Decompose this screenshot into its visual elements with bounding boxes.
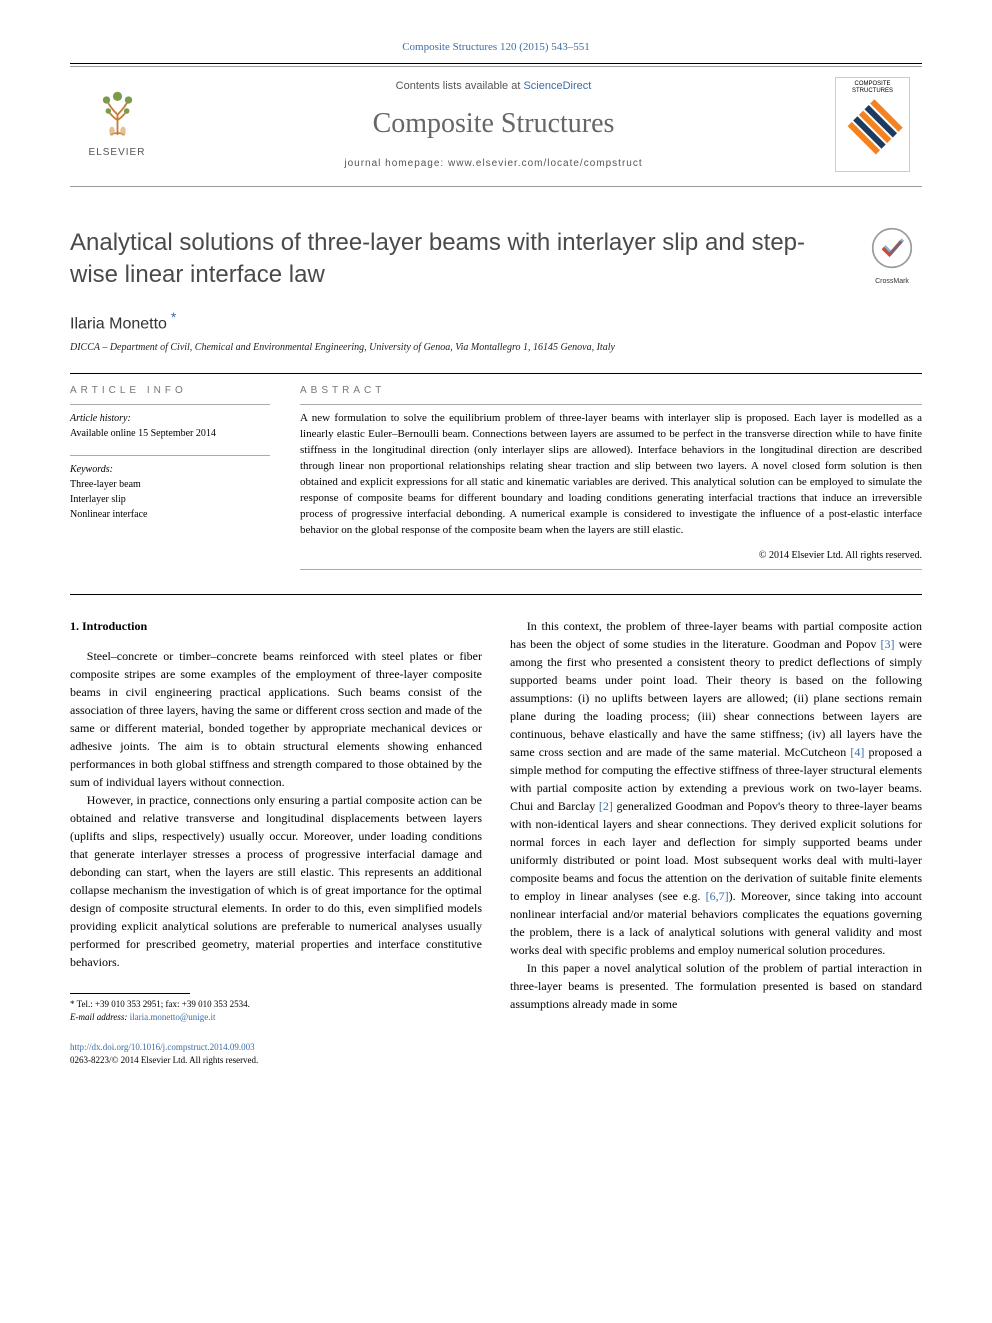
history-value: Available online 15 September 2014 <box>70 426 270 441</box>
elsevier-logo[interactable]: ELSEVIER <box>82 85 152 165</box>
cover-label: COMPOSITE STRUCTURES <box>839 81 906 94</box>
author-affiliation: DICCA – Department of Civil, Chemical an… <box>70 341 922 355</box>
elsevier-name: ELSEVIER <box>89 146 146 160</box>
ref-link[interactable]: [4] <box>850 745 864 759</box>
paragraph: In this paper a novel analytical solutio… <box>510 959 922 1013</box>
journal-cover[interactable]: COMPOSITE STRUCTURES <box>835 77 910 172</box>
author-name: Ilaria Monetto * <box>70 308 922 336</box>
email-label: E-mail address: <box>70 1012 127 1022</box>
cover-graphic-icon <box>843 99 903 159</box>
abstract-column: ABSTRACT A new formulation to solve the … <box>300 374 922 576</box>
homepage-url[interactable]: www.elsevier.com/locate/compstruct <box>448 158 643 169</box>
citation-link[interactable]: Composite Structures 120 (2015) 543–551 <box>402 41 590 53</box>
journal-header: ELSEVIER Contents lists available at Sci… <box>70 66 922 187</box>
paragraph: In this context, the problem of three-la… <box>510 617 922 959</box>
ref-link[interactable]: [2] <box>599 799 613 813</box>
history-label: Article history: <box>70 411 270 426</box>
top-rule <box>70 63 922 64</box>
article-title: Analytical solutions of three-layer beam… <box>70 227 842 289</box>
abstract-head: ABSTRACT <box>300 374 922 404</box>
author-email-link[interactable]: ilaria.monetto@unige.it <box>130 1012 216 1022</box>
contents-available: Contents lists available at ScienceDirec… <box>164 79 823 94</box>
citation-header: Composite Structures 120 (2015) 543–551 <box>70 40 922 55</box>
author-link[interactable]: Ilaria Monetto <box>70 315 167 332</box>
abstract-copyright: © 2014 Elsevier Ltd. All rights reserved… <box>300 549 922 563</box>
journal-title: Composite Structures <box>164 104 823 143</box>
crossmark-badge[interactable]: CrossMark <box>862 227 922 286</box>
column-right: In this context, the problem of three-la… <box>510 617 922 1066</box>
crossmark-icon <box>871 227 913 269</box>
doi-link[interactable]: http://dx.doi.org/10.1016/j.compstruct.2… <box>70 1042 255 1052</box>
sciencedirect-link[interactable]: ScienceDirect <box>523 80 591 92</box>
issn-copyright: 0263-8223/© 2014 Elsevier Ltd. All right… <box>70 1054 482 1067</box>
crossmark-label: CrossMark <box>862 277 922 287</box>
paragraph: However, in practice, connections only e… <box>70 791 482 971</box>
ref-link[interactable]: [3] <box>881 637 895 651</box>
keywords-label: Keywords: <box>70 462 270 477</box>
body-columns: 1. Introduction Steel–concrete or timber… <box>70 617 922 1066</box>
footnote-tel: Tel.: +39 010 353 2951; fax: +39 010 353… <box>77 999 250 1009</box>
footer-block: http://dx.doi.org/10.1016/j.compstruct.2… <box>70 1041 482 1066</box>
abstract-text: A new formulation to solve the equilibri… <box>300 411 922 539</box>
keyword: Three-layer beam <box>70 477 270 492</box>
journal-homepage: journal homepage: www.elsevier.com/locat… <box>164 157 823 171</box>
elsevier-tree-icon <box>90 89 145 144</box>
section-heading: 1. Introduction <box>70 617 482 635</box>
column-left: 1. Introduction Steel–concrete or timber… <box>70 617 482 1066</box>
article-info-head: ARTICLE INFO <box>70 374 270 404</box>
corresponding-author-icon: * <box>167 309 176 325</box>
article-info-column: ARTICLE INFO Article history: Available … <box>70 374 270 576</box>
ref-link[interactable]: [6,7] <box>706 889 729 903</box>
keyword: Interlayer slip <box>70 492 270 507</box>
keyword: Nonlinear interface <box>70 507 270 522</box>
corresponding-footnote: * Tel.: +39 010 353 2951; fax: +39 010 3… <box>70 998 482 1023</box>
paragraph: Steel–concrete or timber–concrete beams … <box>70 647 482 791</box>
